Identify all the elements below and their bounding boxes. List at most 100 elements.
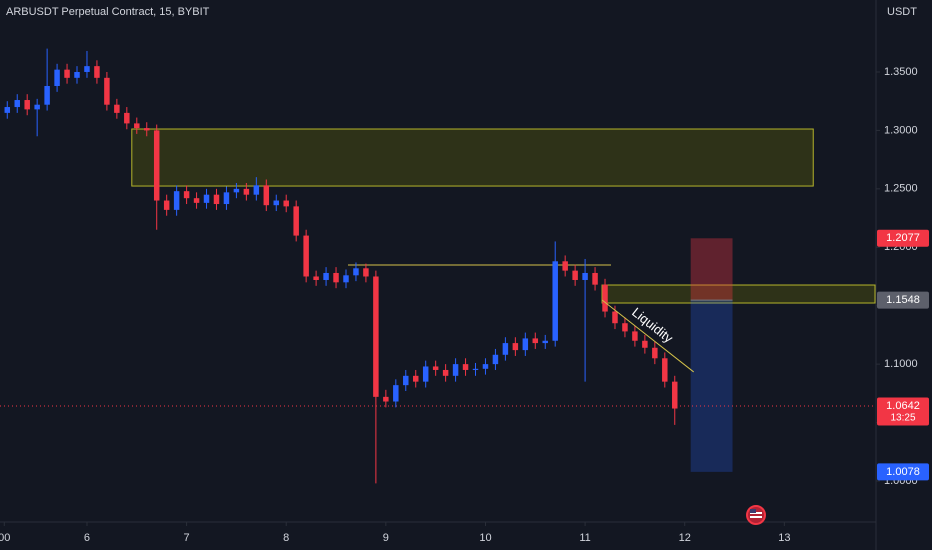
- price-countdown: 13:25: [890, 413, 915, 424]
- candle-body: [552, 261, 558, 341]
- candle-body: [532, 338, 539, 344]
- candle-body: [502, 343, 509, 355]
- candle-body: [153, 130, 160, 201]
- candle-body: [144, 128, 150, 131]
- candle-body: [662, 358, 668, 382]
- candle-body: [4, 107, 11, 113]
- candle-body: [313, 276, 319, 280]
- price-tag-label: 1.1548: [886, 294, 920, 306]
- candle-body: [612, 311, 618, 324]
- candle-body: [672, 381, 678, 409]
- candle-body: [193, 198, 200, 203]
- candle-body: [422, 366, 429, 382]
- candle-body: [492, 354, 499, 365]
- candle-body: [54, 69, 60, 87]
- candle-body: [632, 331, 638, 341]
- candle-body: [512, 343, 519, 351]
- candle-body: [412, 375, 419, 382]
- candle-body: [482, 364, 489, 369]
- candle-body: [452, 364, 459, 376]
- candle-body: [383, 396, 389, 402]
- x-tick-label: 9: [383, 532, 389, 544]
- candle-body: [333, 272, 339, 283]
- candle-body: [223, 192, 230, 205]
- candle-body: [652, 347, 658, 359]
- stop-zone: [690, 238, 733, 301]
- price-tag-label: 1.2077: [886, 232, 920, 244]
- candle-body: [642, 340, 648, 348]
- candle-body: [74, 71, 80, 78]
- candle-body: [462, 364, 469, 370]
- candle-body: [114, 104, 120, 113]
- x-tick-label: 00: [0, 532, 10, 544]
- candle-body: [84, 66, 90, 72]
- candle-body: [472, 368, 479, 370]
- candle-body: [323, 272, 329, 280]
- chart-title[interactable]: ARBUSDT Perpetual Contract, 15, BYBIT: [6, 6, 210, 18]
- x-tick-label: 7: [184, 532, 190, 544]
- candle-body: [243, 188, 250, 195]
- price-tag: [877, 463, 929, 481]
- x-tick-label: 13: [778, 532, 790, 544]
- candle-body: [592, 272, 598, 285]
- y-tick-label: 1.3500: [884, 66, 918, 78]
- candle-body: [263, 185, 270, 206]
- axis-unit: USDT: [887, 6, 917, 18]
- x-tick-label: 12: [679, 532, 691, 544]
- candle-body: [542, 340, 548, 344]
- candle-body: [253, 185, 260, 195]
- price-tag: [877, 291, 929, 309]
- candle-body: [273, 200, 279, 206]
- candle-body: [203, 194, 210, 203]
- candle-body: [24, 100, 30, 110]
- candle-body: [44, 86, 50, 105]
- candle-body: [163, 200, 170, 210]
- price-tag-label: 1.0642: [886, 400, 920, 412]
- candle-body: [373, 276, 379, 397]
- target-zone: [690, 300, 733, 472]
- candle-body: [343, 275, 349, 283]
- price-tag: [877, 229, 929, 247]
- y-tick-label: 1.1000: [884, 358, 918, 370]
- candle-body: [124, 112, 130, 124]
- supply-zone: [131, 128, 814, 187]
- candle-body: [94, 66, 100, 78]
- candle-body: [213, 194, 220, 205]
- x-tick-label: 10: [479, 532, 491, 544]
- y-tick-label: 1.2500: [884, 183, 918, 195]
- trend-line: [601, 299, 694, 373]
- candle-body: [403, 375, 409, 386]
- candle-body: [432, 366, 439, 370]
- candle-body: [34, 104, 40, 110]
- candle-body: [572, 270, 578, 280]
- candle-body: [562, 261, 568, 271]
- candle-body: [393, 385, 399, 402]
- price-tag-label: 1.0078: [886, 466, 920, 478]
- candle-body: [233, 188, 240, 193]
- candle-body: [363, 268, 369, 277]
- candle-body: [582, 272, 588, 280]
- candle-body: [602, 284, 608, 312]
- candle-body: [622, 323, 628, 332]
- candle-body: [303, 235, 309, 277]
- candle-body: [14, 100, 20, 108]
- candle-body: [353, 268, 359, 276]
- candle-body: [442, 369, 449, 376]
- candle-body: [522, 338, 529, 351]
- x-tick-label: 11: [579, 532, 590, 544]
- supply-zone: [601, 284, 876, 304]
- x-tick-label: 8: [283, 532, 289, 544]
- price-tag: [877, 397, 929, 426]
- candle-body: [183, 191, 190, 199]
- candle-body: [293, 206, 299, 236]
- candle-body: [104, 77, 110, 105]
- candle-body: [134, 123, 140, 129]
- candle-body: [173, 191, 180, 210]
- candle-body: [64, 69, 70, 78]
- x-tick-label: 6: [84, 532, 90, 544]
- us-flag-icon[interactable]: [746, 505, 766, 525]
- candle-body: [283, 200, 289, 207]
